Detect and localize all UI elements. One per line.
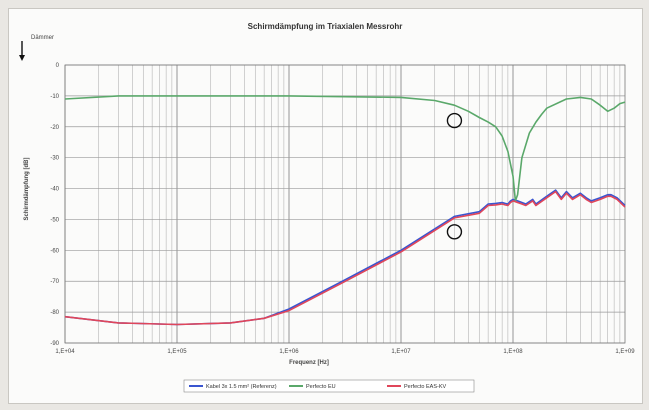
y-tick-label: -80	[50, 310, 59, 316]
series-group	[64, 95, 626, 326]
y-tick-label: -40	[50, 187, 59, 193]
legend-label: Perfecto EAS-KV	[404, 384, 447, 390]
down-arrow-icon	[19, 55, 25, 61]
y-tick-label: -30	[50, 156, 59, 162]
x-tick-label: 1,E+04	[55, 349, 75, 355]
legend: Kabel 3x 1.5 mm² (Referenz) Perfecto EU Pe…	[183, 379, 475, 393]
x-axis-label: Frequenz [Hz]	[289, 360, 329, 366]
x-tick-label: 1,E+09	[615, 349, 635, 355]
legend-label: Perfecto EU	[306, 384, 336, 390]
x-tick-label: 1,E+06	[279, 349, 299, 355]
chart-svg: 1,E+04 1,E+05 1,E+06 1,E+07 1,E+08 1,E+09 0 -10…	[19, 22, 635, 393]
tick-labels: 1,E+04 1,E+05 1,E+06 1,E+07 1,E+08 1,E+09 0 -10…	[50, 63, 635, 355]
x-tick-label: 1,E+05	[167, 349, 187, 355]
y-tick-label: -50	[50, 217, 59, 223]
legend-box	[183, 379, 475, 393]
y-tick-label: -10	[50, 94, 59, 100]
y-tick-label: -60	[50, 248, 59, 254]
series-line-3	[64, 190, 626, 326]
chart-title: Schirmdämpfung im Triaxialen Messrohr	[248, 22, 403, 31]
y-tick-label: -70	[50, 279, 59, 285]
corner-annotation-text: Dämmer	[31, 35, 54, 41]
corner-annotation: Dämmer	[19, 35, 54, 61]
grid	[64, 64, 625, 344]
chart-panel: 1,E+04 1,E+05 1,E+06 1,E+07 1,E+08 1,E+09 0 -10…	[8, 8, 643, 404]
y-tick-label: -20	[50, 125, 59, 131]
highlight-circle	[446, 112, 463, 129]
series-line-2	[64, 95, 626, 202]
legend-label: Kabel 3x 1.5 mm² (Referenz)	[206, 384, 277, 390]
plot-border	[64, 64, 626, 344]
x-tick-label: 1,E+08	[503, 349, 523, 355]
y-tick-label: -90	[50, 341, 59, 347]
x-tick-label: 1,E+07	[391, 349, 411, 355]
highlight-circle	[446, 224, 463, 240]
marker-group	[446, 112, 463, 240]
y-tick-label: 0	[56, 63, 60, 69]
series-line-1	[64, 189, 626, 326]
y-axis-label: Schirmdämpfung [dB]	[24, 158, 30, 221]
